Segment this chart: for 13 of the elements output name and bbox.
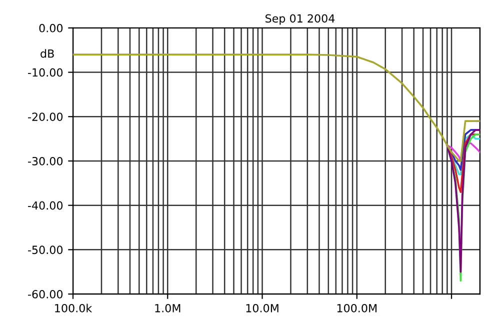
x-tick-label: 1.0M (155, 304, 180, 312)
y-tick-label: -20.00 (28, 112, 63, 122)
y-tick-label: -60.00 (28, 290, 63, 298)
chart-subtitle: Sep 01 2004 (266, 14, 335, 25)
y-tick-label: -40.00 (28, 201, 63, 210)
y-tick-label: -30.00 (28, 156, 63, 166)
x-tick-label: 100.0k (55, 304, 92, 312)
x-tick-label: 10.0M (246, 304, 278, 312)
x-tick-label: 100.0M (337, 304, 376, 312)
y-tick-label: -50.00 (28, 246, 63, 254)
y-tick-label: 0.00 (39, 24, 63, 32)
y-tick-label: -10.00 (28, 68, 63, 77)
y-axis-title: dB (40, 49, 54, 58)
